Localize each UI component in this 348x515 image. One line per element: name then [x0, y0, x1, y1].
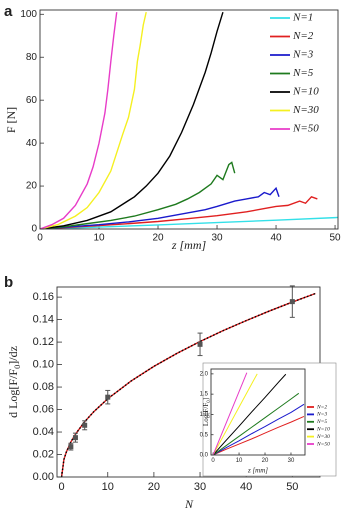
y-axis-label: F [N]	[4, 107, 18, 133]
y-tick-label: 0.06	[33, 403, 54, 415]
y-tick-label: 0.02	[33, 448, 54, 460]
legend-label: N=1	[292, 12, 313, 24]
y-axis-label-part: d Log[F/F	[6, 369, 20, 418]
plot-frame	[210, 368, 306, 456]
legend-label: N=30	[292, 104, 319, 116]
x-tick-label: 20	[152, 233, 164, 244]
data-point	[197, 341, 203, 347]
y-axis-label-part: ]	[202, 398, 210, 400]
data-point	[289, 299, 295, 305]
data-line	[212, 416, 305, 455]
y-tick-label: 1.5	[200, 392, 209, 398]
y-axis-label: Log[F/F0]	[202, 398, 212, 426]
data-line	[212, 392, 300, 455]
panel-label: b	[4, 274, 13, 291]
inset-box	[202, 362, 337, 477]
legend-label: N=10	[316, 426, 330, 432]
x-tick-label: 0	[211, 458, 215, 464]
x-tick-label: 50	[329, 233, 341, 244]
legend-label: N=3	[292, 49, 314, 61]
data-line	[212, 373, 287, 455]
x-tick-label: 0	[59, 481, 65, 493]
legend-label: N=50	[316, 441, 330, 447]
y-tick-label: 80	[26, 52, 38, 63]
y-tick-label: 0	[31, 224, 37, 235]
data-line	[40, 195, 318, 229]
y-tick-label: 20	[26, 181, 38, 192]
x-tick-label: 20	[148, 481, 160, 493]
legend-label: N=2	[292, 30, 314, 42]
data-line	[212, 372, 248, 455]
data-line	[40, 12, 118, 229]
y-tick-label: 40	[26, 138, 38, 149]
y-tick-label: 0.10	[33, 358, 54, 370]
x-tick-label: 10	[102, 481, 114, 493]
data-line	[212, 403, 305, 455]
y-tick-label: 0.16	[33, 291, 54, 303]
x-tick-label: 30	[194, 481, 206, 493]
legend-label: N=2	[316, 404, 327, 410]
x-tick-label: 0	[37, 233, 43, 244]
y-axis-label-part: F [N]	[4, 107, 18, 133]
y-axis-label-part: Log[F/F	[202, 403, 210, 426]
x-axis-label: N	[184, 497, 194, 511]
y-tick-label: 1.0	[200, 412, 209, 418]
data-line	[212, 373, 258, 455]
data-line	[40, 11, 224, 229]
plot-area	[212, 372, 305, 455]
legend-label: N=30	[316, 434, 330, 440]
legend-label: N=5	[316, 419, 327, 425]
x-tick-label: 40	[270, 233, 282, 244]
data-line	[40, 186, 280, 229]
y-tick-label: 0.5	[200, 432, 209, 438]
x-tick-label: 10	[236, 458, 243, 464]
y-tick-label: 0.14	[33, 314, 54, 326]
y-tick-label: 2.0	[200, 371, 209, 377]
legend-label: N=50	[292, 123, 319, 135]
y-tick-label: 0.12	[33, 336, 54, 348]
y-tick-label: 0.04	[33, 426, 54, 438]
legend-label: N=10	[292, 86, 319, 98]
y-axis-label-part: 0	[13, 365, 22, 369]
x-tick-label: 20	[262, 458, 269, 464]
data-line	[40, 216, 338, 229]
legend-label: N=3	[316, 412, 327, 418]
plot-area	[40, 11, 338, 229]
plot-frame	[39, 9, 339, 230]
x-tick-label: 50	[286, 481, 298, 493]
y-axis-label-part: 0	[207, 400, 212, 403]
data-point	[72, 435, 78, 441]
y-tick-label: 100	[20, 9, 37, 20]
data-line	[40, 161, 236, 229]
y-axis-label-part: ]/dz	[6, 346, 20, 365]
data-point	[105, 394, 111, 400]
x-tick-label: 30	[211, 233, 223, 244]
y-axis-label: d Log[F/F0]/dz	[6, 346, 23, 418]
y-tick-label: 0.0	[200, 453, 209, 459]
x-tick-label: 10	[93, 233, 105, 244]
y-tick-label: 0.00	[33, 471, 54, 483]
panel-label: a	[4, 3, 13, 20]
legend-label: N=5	[292, 67, 314, 79]
x-axis-label: z [mm]	[247, 467, 268, 475]
y-tick-label: 60	[26, 95, 38, 106]
x-axis-label: z [mm]	[171, 238, 207, 252]
x-tick-label: 40	[240, 481, 252, 493]
x-tick-label: 30	[288, 458, 295, 464]
y-tick-label: 0.08	[33, 381, 54, 393]
data-point	[68, 444, 74, 450]
data-line	[40, 11, 147, 229]
data-point	[82, 422, 88, 428]
